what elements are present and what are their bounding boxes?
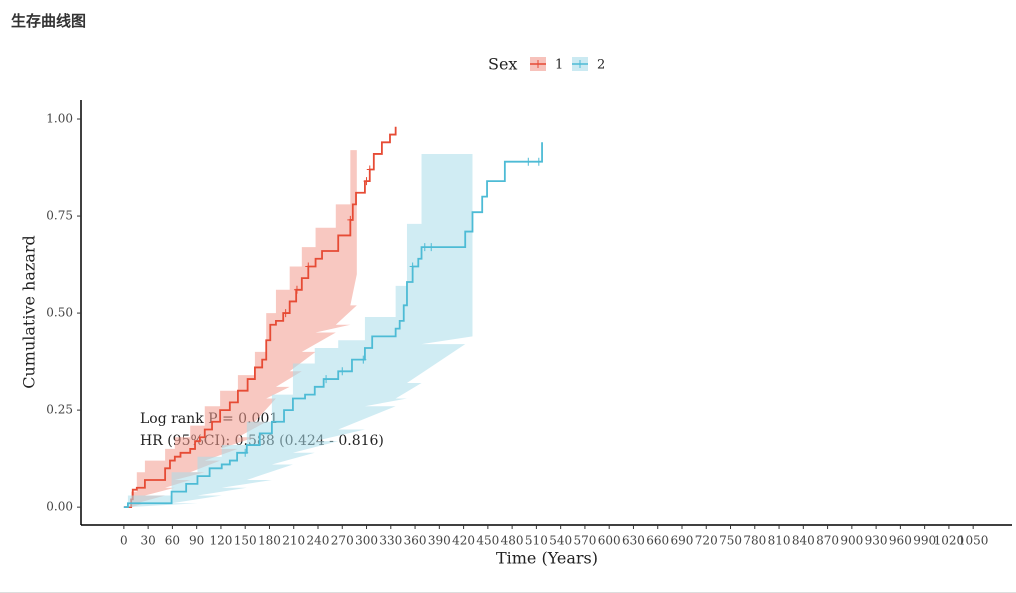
censor-mark [366,165,373,174]
x-tick-label: 810 [768,534,791,548]
x-tick-label: 390 [428,534,451,548]
hazard-line [123,142,543,509]
censor-mark [409,262,416,271]
y-tick-label: 0.50 [46,306,73,320]
censor-mark [535,157,542,166]
x-tick-label: 240 [307,534,330,548]
y-axis-label: Cumulative hazard [20,235,39,389]
x-tick-label: 480 [501,534,524,548]
x-tick-label: 30 [140,534,155,548]
x-tick-label: 0 [120,534,128,548]
x-tick-label: 180 [258,534,281,548]
x-tick-label: 990 [913,534,936,548]
censor-mark [339,367,346,376]
y-tick-label: 0.25 [46,403,73,417]
x-tick-label: 150 [234,534,257,548]
x-tick-label: 540 [549,534,572,548]
x-tick-label: 840 [792,534,815,548]
x-tick-label: 60 [165,534,180,548]
x-tick-label: 360 [404,534,427,548]
x-tick-label: 1050 [958,534,989,548]
censor-mark [421,243,428,252]
censor-mark [282,309,289,318]
censor-mark [305,262,312,271]
x-tick-label: 330 [379,534,402,548]
y-tick-label: 0.75 [46,209,73,223]
x-tick-label: 660 [646,534,669,548]
censor-mark [323,375,330,384]
x-tick-label: 510 [525,534,548,548]
censor-mark [363,177,370,186]
y-tick-label: 0.00 [46,500,73,514]
x-tick-label: 420 [452,534,475,548]
x-tick-label: 630 [622,534,645,548]
y-tick-label: 1.00 [46,112,73,126]
legend-label: 1 [555,58,563,73]
censor-mark [525,157,532,166]
x-tick-label: 300 [355,534,378,548]
x-tick-label: 210 [282,534,305,548]
x-tick-label: 270 [331,534,354,548]
x-tick-label: 960 [889,534,912,548]
x-tick-label: 90 [189,534,204,548]
censor-mark [360,355,367,364]
plot-area [123,122,543,509]
censor-mark [293,285,300,294]
x-tick-label: 600 [598,534,621,548]
confidence-band [123,122,357,508]
censor-mark [347,215,354,224]
x-tick-label: 450 [476,534,499,548]
confidence-band [123,153,473,508]
x-tick-label: 870 [816,534,839,548]
censor-mark [242,448,249,457]
x-tick-label: 930 [865,534,888,548]
x-tick-label: 690 [671,534,694,548]
x-tick-label: 120 [209,534,232,548]
x-tick-label: 1020 [934,534,965,548]
x-tick-label: 780 [743,534,766,548]
x-tick-label: 570 [573,534,596,548]
x-axis-label: Time (Years) [496,549,598,568]
page-title: 生存曲线图 [11,12,87,30]
legend-title: Sex [488,55,517,74]
x-tick-label: 900 [840,534,863,548]
legend-label: 2 [597,58,605,73]
x-tick-label: 750 [719,534,742,548]
x-tick-label: 720 [695,534,718,548]
hazard-line [123,126,397,509]
censor-mark [428,243,435,252]
